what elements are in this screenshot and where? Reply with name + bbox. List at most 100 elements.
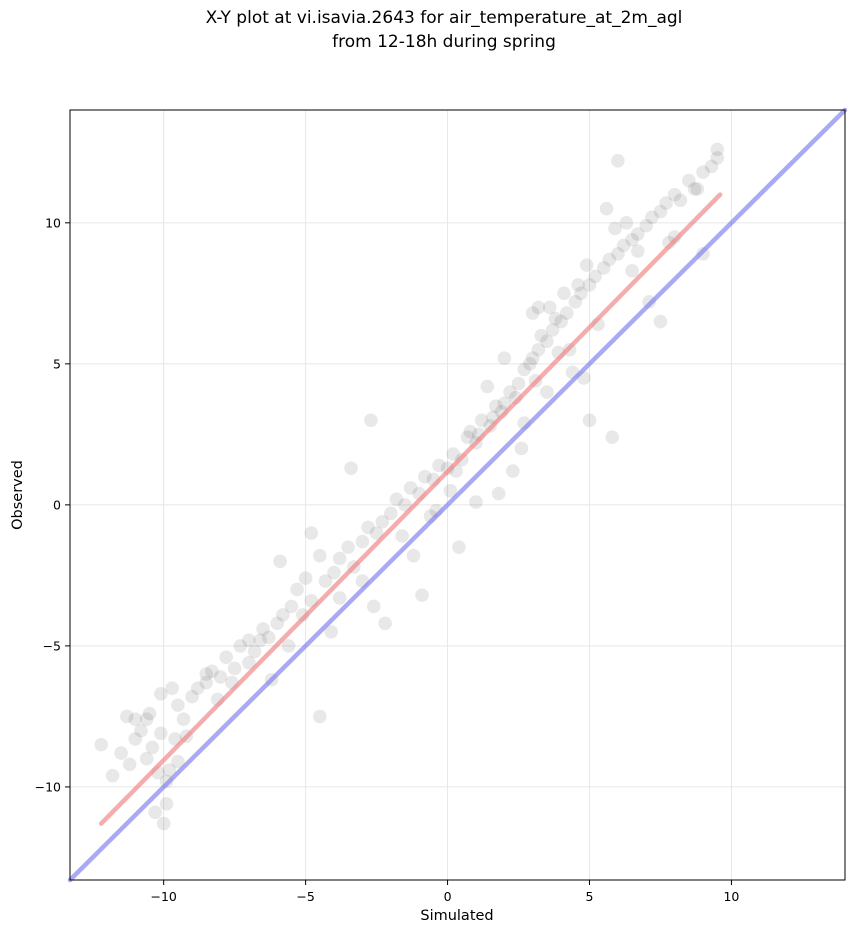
data-point-29: [247, 644, 262, 659]
grid-lines: [70, 110, 845, 880]
data-point-87: [659, 196, 673, 210]
data-point-45: [361, 520, 375, 535]
data-point-56: [440, 461, 455, 476]
data-point-98: [364, 413, 378, 428]
y-tick-label-2: 0: [53, 497, 61, 512]
data-point-13: [156, 816, 171, 831]
data-point-151: [619, 216, 634, 230]
data-point-142: [139, 712, 154, 727]
data-point-70: [540, 334, 554, 349]
data-point-7: [139, 751, 154, 766]
data-point-79: [602, 252, 617, 267]
data-point-66: [511, 376, 526, 391]
data-point-167: [281, 639, 296, 653]
data-point-12: [154, 726, 168, 741]
data-point-24: [213, 670, 228, 684]
data-point-90: [682, 173, 696, 188]
data-point-40: [327, 565, 341, 580]
data-point-32: [270, 616, 285, 631]
chart-title-line-2: from 12-18h during spring: [332, 32, 556, 52]
data-point-65: [503, 385, 517, 399]
data-point-26: [227, 661, 242, 676]
data-point-117: [469, 495, 483, 509]
reference-lines: [67, 107, 848, 883]
x-tick-label-3: 5: [586, 889, 594, 904]
data-point-153: [687, 182, 702, 196]
data-point-55: [432, 458, 446, 473]
data-point-64: [497, 396, 512, 411]
chart-title-line-1: X-Y plot at vi.isavia.2643 for air_tempe…: [206, 8, 683, 28]
data-point-4: [122, 757, 137, 772]
data-point-6: [134, 723, 148, 738]
x-axis-label: Simulated: [420, 908, 493, 924]
data-point-25: [219, 650, 233, 664]
data-point-39: [318, 574, 333, 588]
data-point-5: [128, 712, 143, 727]
data-point-125: [582, 413, 597, 428]
data-point-91: [690, 182, 705, 196]
data-point-83: [630, 227, 645, 241]
data-point-102: [531, 300, 546, 315]
data-point-38: [313, 548, 327, 563]
data-point-141: [171, 754, 185, 769]
data-point-137: [571, 278, 585, 292]
data-point-49: [389, 492, 404, 507]
data-point-101: [491, 486, 506, 501]
data-point-14: [159, 797, 174, 811]
data-point-132: [304, 526, 319, 540]
data-point-81: [616, 238, 631, 253]
data-point-165: [366, 599, 381, 614]
data-point-85: [645, 210, 659, 224]
data-point-16: [165, 681, 179, 696]
data-point-59: [460, 430, 475, 444]
data-point-126: [625, 263, 639, 278]
y-axis-ticks: −10 −5 0 5 10: [35, 215, 70, 794]
data-point-92: [696, 165, 710, 179]
data-point-105: [653, 314, 668, 329]
data-point-77: [588, 269, 602, 284]
data-point-133: [253, 633, 268, 648]
data-point-84: [639, 218, 654, 233]
data-point-114: [630, 244, 645, 258]
data-point-30: [256, 622, 270, 636]
data-point-154: [542, 300, 557, 315]
data-point-74: [568, 294, 583, 309]
data-point-19: [176, 712, 191, 727]
data-point-111: [514, 441, 529, 456]
data-point-63: [489, 399, 503, 413]
data-point-97: [313, 709, 327, 724]
data-point-23: [205, 664, 219, 679]
data-point-110: [452, 540, 466, 554]
data-point-15: [162, 763, 177, 777]
y-tick-label-3: 5: [53, 356, 61, 371]
data-point-41: [332, 551, 347, 566]
data-point-106: [605, 430, 620, 444]
data-point-3: [119, 709, 134, 724]
data-point-73: [559, 306, 574, 320]
data-point-88: [667, 187, 682, 202]
data-point-48: [383, 506, 398, 521]
data-point-31: [261, 630, 276, 645]
data-point-95: [154, 687, 168, 701]
data-point-116: [497, 351, 512, 366]
data-point-103: [611, 153, 625, 168]
fit-line: [98, 192, 723, 826]
data-point-129: [463, 424, 478, 439]
data-point-112: [557, 286, 571, 301]
data-point-10: [148, 805, 162, 820]
x-tick-label-1: −5: [296, 889, 314, 904]
data-point-115: [540, 385, 554, 399]
data-point-131: [378, 616, 392, 631]
data-point-138: [608, 221, 622, 236]
data-point-44: [355, 534, 370, 549]
data-point-93: [704, 159, 719, 174]
data-point-68: [525, 351, 540, 366]
data-point-120: [242, 656, 256, 670]
data-point-33: [276, 608, 290, 622]
data-point-53: [418, 469, 432, 484]
data-point-27: [233, 639, 248, 653]
data-point-76: [582, 278, 597, 292]
data-point-80: [611, 247, 625, 261]
